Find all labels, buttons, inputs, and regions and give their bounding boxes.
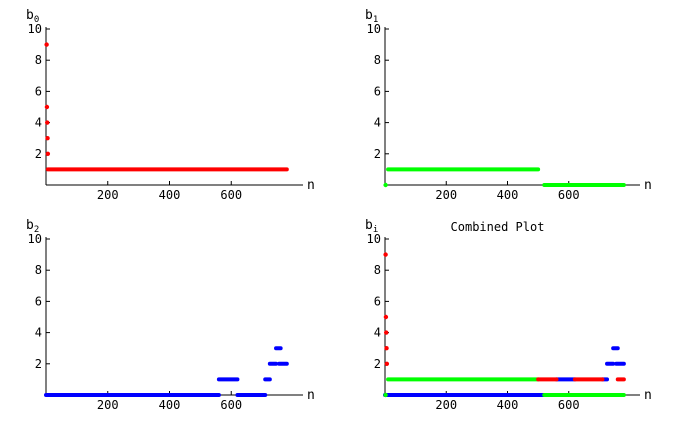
- x-axis-label: n: [307, 178, 315, 193]
- x-axis-label: n: [644, 388, 652, 403]
- y-axis-label-main: b: [26, 218, 34, 233]
- x-tick-label: 600: [558, 398, 580, 412]
- y-tick-label: 6: [374, 294, 381, 308]
- series-0: [383, 167, 626, 188]
- x-tick-label: 400: [497, 188, 519, 202]
- data-point: [384, 346, 389, 351]
- y-tick-label: 2: [35, 357, 42, 371]
- y-axis-label-subscript: i: [373, 225, 378, 235]
- chart-panel-0: 200 400 600 2 4 6 8 10 n b0: [26, 8, 315, 202]
- data-point: [45, 136, 50, 141]
- y-axis-label-subscript: 2: [34, 225, 39, 235]
- y-tick-label: 10: [367, 22, 381, 36]
- y-tick-label: 10: [367, 232, 381, 246]
- y-tick-label: 2: [35, 147, 42, 161]
- chart-panel-1: 200 400 600 2 4 6 8 10 n b1: [365, 8, 652, 202]
- y-tick-label: 4: [374, 116, 381, 130]
- y-tick-label: 6: [35, 84, 42, 98]
- y-tick-label: 2: [374, 147, 381, 161]
- x-tick-label: 200: [435, 188, 457, 202]
- series-0: [44, 346, 289, 397]
- y-axis-label: b2: [26, 218, 39, 235]
- x-tick-label: 400: [159, 188, 181, 202]
- y-tick-label: 8: [374, 263, 381, 277]
- chart-panel-3: 200 400 600 2 4 6 8 10 n bi Combined Plot: [365, 218, 652, 412]
- series-1: [383, 377, 626, 398]
- series-2: [383, 252, 626, 382]
- data-point: [44, 104, 50, 110]
- y-tick-label: 4: [35, 116, 42, 130]
- x-tick-label: 600: [558, 188, 580, 202]
- x-tick-label: 600: [220, 398, 242, 412]
- y-tick-label: 10: [28, 22, 42, 36]
- data-point: [384, 330, 389, 335]
- data-point: [383, 392, 388, 398]
- y-tick-label: 4: [374, 326, 381, 340]
- y-tick-label: 10: [28, 232, 42, 246]
- y-axis-label: b0: [26, 8, 39, 25]
- data-point: [44, 42, 49, 47]
- x-tick-label: 200: [97, 398, 119, 412]
- y-axis-label-main: b: [365, 8, 373, 23]
- data-point: [383, 252, 388, 257]
- y-tick-label: 8: [35, 53, 42, 67]
- series-0: [383, 346, 626, 397]
- data-point: [45, 151, 51, 156]
- x-tick-label: 200: [435, 398, 457, 412]
- y-tick-label: 6: [35, 294, 42, 308]
- y-tick-label: 4: [35, 326, 42, 340]
- y-tick-label: 8: [35, 263, 42, 277]
- data-point: [383, 314, 389, 320]
- y-axis-label-subscript: 1: [373, 15, 378, 25]
- x-axis-label: n: [644, 178, 652, 193]
- y-axis-label: bi: [365, 218, 378, 235]
- x-tick-label: 400: [159, 398, 181, 412]
- data-point: [45, 120, 50, 125]
- y-tick-label: 2: [374, 357, 381, 371]
- y-axis-label-subscript: 0: [34, 15, 39, 25]
- y-axis-label-main: b: [26, 8, 34, 23]
- y-tick-label: 8: [374, 53, 381, 67]
- data-point: [384, 361, 390, 366]
- x-axis-label: n: [307, 388, 315, 403]
- y-axis-label-main: b: [365, 218, 373, 233]
- x-tick-label: 600: [220, 188, 242, 202]
- y-axis-label: b1: [365, 8, 378, 25]
- x-tick-label: 200: [97, 188, 119, 202]
- y-tick-label: 6: [374, 84, 381, 98]
- chart-title: Combined Plot: [451, 220, 545, 234]
- series-0: [44, 42, 289, 172]
- data-point: [383, 182, 388, 188]
- x-tick-label: 400: [497, 398, 519, 412]
